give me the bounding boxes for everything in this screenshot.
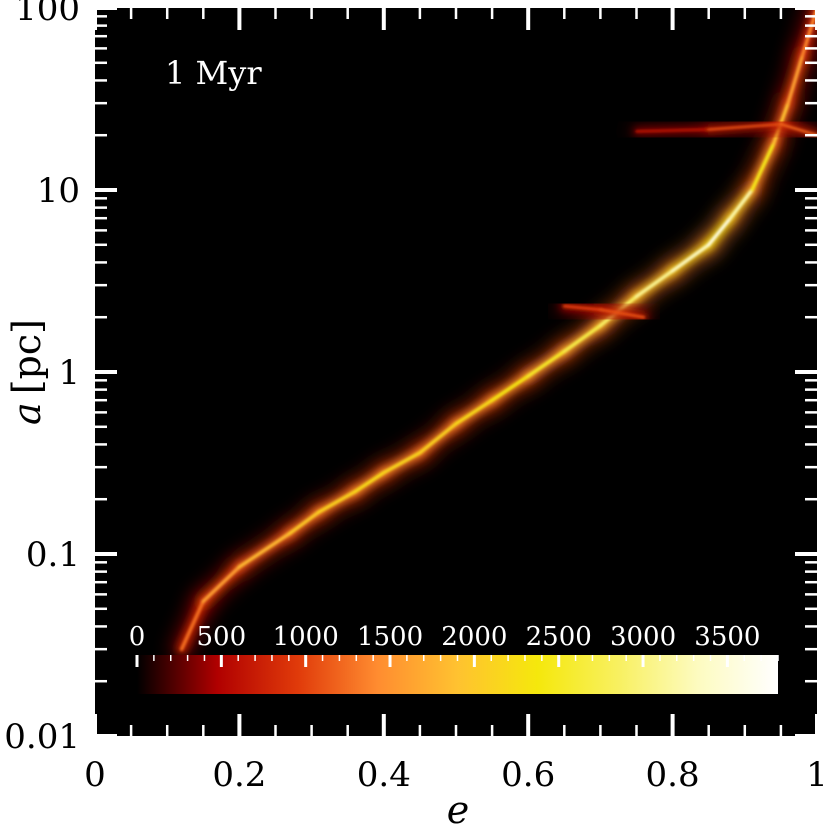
colorbar-gradient <box>137 655 778 694</box>
ridge-main-segment <box>237 531 292 569</box>
ridge-spur-horizontal <box>628 116 817 143</box>
ridge-main-segment <box>634 269 675 299</box>
y-tick-label: 10 <box>37 171 80 211</box>
colorbar-tick-label: 0 <box>129 622 146 652</box>
ridge-main-segment <box>490 374 530 402</box>
time-annotation: 1 Myr <box>165 54 262 92</box>
ridge-spur-branch-segment <box>562 304 602 312</box>
ridge-spur-branch-segment <box>599 308 646 319</box>
ridge-spur-branch <box>555 297 653 327</box>
colorbar-tick-label: 2000 <box>441 622 507 652</box>
x-tick-label: 0.4 <box>357 755 411 795</box>
colorbar-tick-label: 1500 <box>357 622 423 652</box>
colorbar-labels: 0 500 1000 1500 2000 2500 3000 3500 <box>129 622 761 652</box>
ridge-main-segment <box>353 470 386 494</box>
ridge-main-segment <box>728 188 754 220</box>
x-tick-labels: 0 0.2 0.4 0.6 0.8 1 <box>84 755 828 795</box>
ridge-main-segment <box>526 349 567 378</box>
ridge-main-segment <box>179 599 206 651</box>
ridge-spur-horizontal-segment <box>779 122 817 137</box>
ridge-main-pass-2 <box>179 8 817 651</box>
x-tick-label: 0.6 <box>501 755 555 795</box>
ridge-main-segment <box>288 510 321 536</box>
ridge-spur-horizontal-segment <box>707 122 783 131</box>
x-tick-label: 0 <box>84 755 106 795</box>
colorbar-tick-label: 3500 <box>694 622 760 652</box>
ridge-main-segment <box>317 489 357 514</box>
y-tick-labels: 0.01 0.1 1 10 100 <box>4 0 80 757</box>
y-axis-variable: a <box>5 402 49 425</box>
ridge-main <box>170 8 817 661</box>
ridge-main-segment <box>786 53 805 105</box>
colorbar-ticks <box>135 655 779 667</box>
ridge-main-segment <box>706 216 733 247</box>
y-axis-label: a [pc] <box>5 319 49 425</box>
ridge-spur-horizontal-pass-2 <box>635 122 817 137</box>
x-axis-label: e <box>447 788 470 830</box>
ridge-main-segment <box>750 141 776 192</box>
ridge-main-segment <box>418 421 458 455</box>
y-tick-label: 0.01 <box>4 717 80 757</box>
ridge-spur-horizontal-segment <box>635 128 710 133</box>
density-ridge <box>170 8 817 661</box>
colorbar: 0 500 1000 1500 2000 2500 3000 3500 <box>129 622 779 694</box>
ridge-main-segment <box>670 243 711 273</box>
ridge-main-segment <box>382 451 422 475</box>
x-tick-label: 0.2 <box>212 755 266 795</box>
colorbar-tick-label: 500 <box>197 622 247 652</box>
ridge-main-segment <box>562 323 603 354</box>
colorbar-tick-label: 3000 <box>610 622 676 652</box>
colorbar-tick-label: 2500 <box>526 622 592 652</box>
colorbar-tick-label: 1000 <box>273 622 339 652</box>
ridge-main-segment <box>201 565 242 604</box>
y-axis-unit: [pc] <box>5 319 49 394</box>
ridge-spur-branch-pass-2 <box>562 304 646 319</box>
axis-ticks <box>93 6 819 738</box>
y-tick-label: 0.1 <box>26 535 80 575</box>
y-tick-label: 100 <box>15 0 80 29</box>
ridge-main-segment <box>454 398 494 426</box>
x-tick-label: 0.8 <box>646 755 700 795</box>
y-tick-label: 1 <box>58 353 80 393</box>
x-tick-label: 1 <box>806 755 828 795</box>
